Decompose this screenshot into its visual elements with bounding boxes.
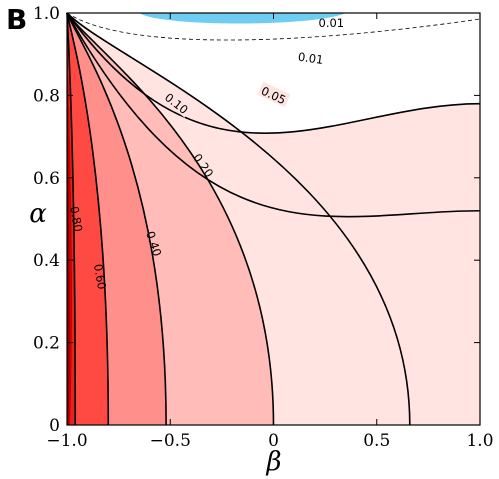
contour-label-1: 0.60 <box>91 263 109 291</box>
contour-lines <box>66 12 481 426</box>
fill-band-3 <box>67 13 109 425</box>
contour-label-0: 0.80 <box>67 205 85 233</box>
x-tick-label: 0.5 <box>363 431 390 451</box>
contour-line-0.01 <box>66 12 481 134</box>
contour-label-bg-5 <box>160 88 194 118</box>
contour-fills <box>67 13 480 425</box>
contour-label-group-0: 0.80 <box>67 205 85 233</box>
y-tick-label: 0.6 <box>33 169 60 189</box>
y-tick-label: 0.8 <box>33 86 60 106</box>
panel-label: B <box>6 3 28 36</box>
negative-label-group: 0.01 <box>319 16 345 30</box>
y-tick-label: 0.2 <box>33 334 60 354</box>
y-tick-label: 0 <box>49 416 60 436</box>
x-axis-title: β <box>265 447 281 477</box>
y-tick-label: 0.4 <box>33 251 60 271</box>
contour-line-0.20 <box>66 12 275 426</box>
x-tick-label: −0.5 <box>150 431 191 451</box>
y-tick-label: 1.0 <box>33 4 60 24</box>
x-tick-label: 0 <box>268 431 279 451</box>
y-axis-title: α <box>29 199 47 229</box>
contour-line-0.10 <box>66 12 481 218</box>
contour-label-bg-6 <box>294 48 327 67</box>
zero-contour-dashed <box>66 12 481 41</box>
negative-region-label: 0.01 <box>319 16 345 30</box>
contour-line-0.40 <box>66 12 167 426</box>
contour-label-group-1: 0.60 <box>91 263 109 291</box>
contour-line-0.05 <box>66 12 411 426</box>
contour-label-bg-4 <box>257 81 291 108</box>
x-tick-label: −1.0 <box>46 431 87 451</box>
x-tick-label: 1.0 <box>466 431 493 451</box>
contour-line-0.80 <box>66 12 77 426</box>
fill-band-core <box>67 13 70 425</box>
contour-label-group-6: 0.01 <box>294 48 327 67</box>
axis-ticks: −1.0 −0.5 0 0.5 1.0 0 0.2 0.4 0.6 0.8 1.0 <box>33 4 494 451</box>
negative-region <box>139 13 346 24</box>
contour-label-6: 0.01 <box>297 50 324 67</box>
contour-line-0.60 <box>66 12 110 426</box>
